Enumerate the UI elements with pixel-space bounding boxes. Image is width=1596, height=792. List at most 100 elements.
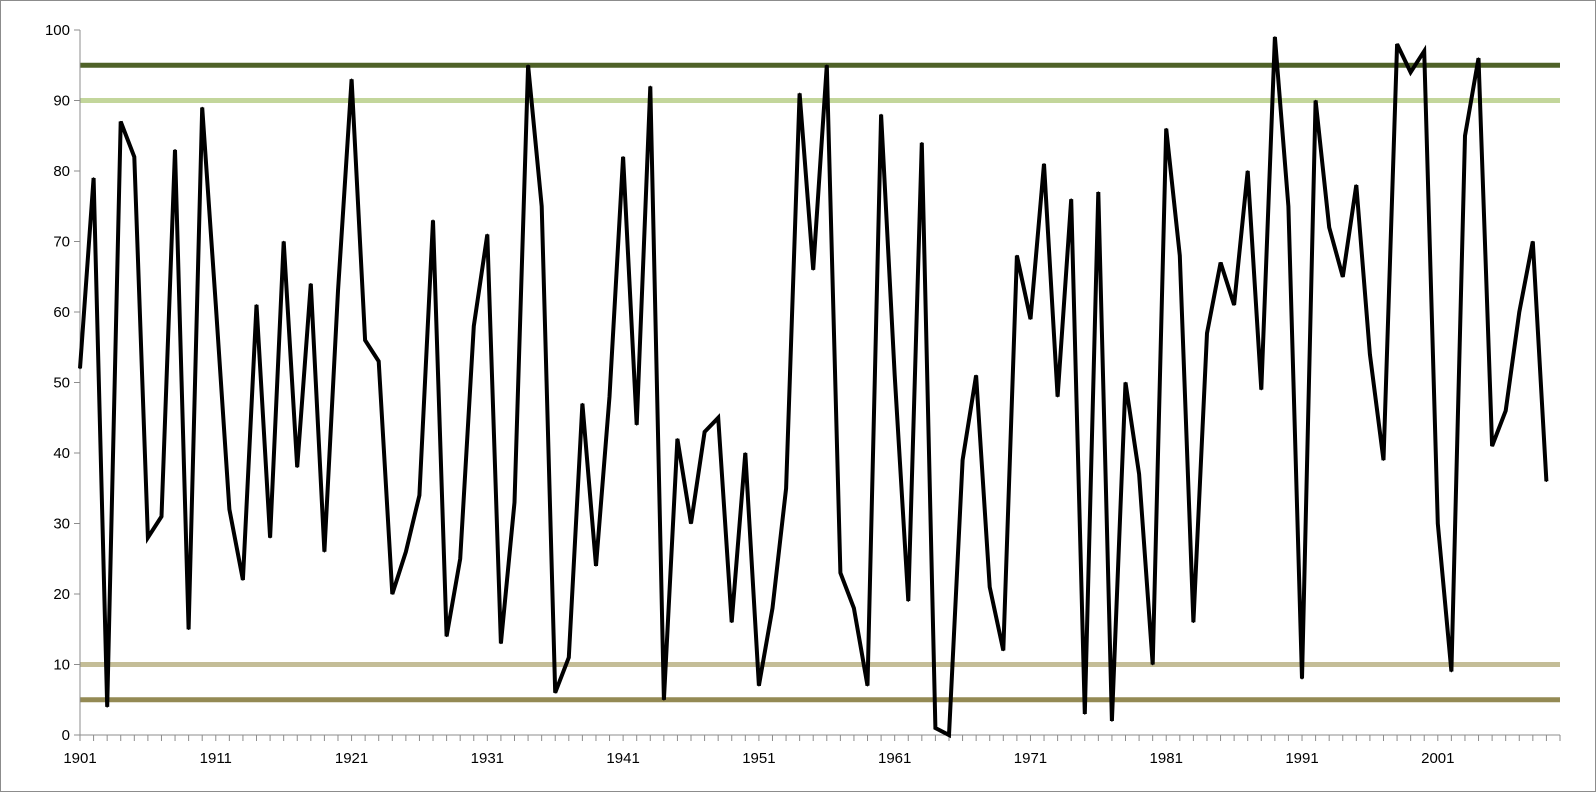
data-point — [1301, 677, 1303, 680]
data-point — [500, 642, 502, 645]
data-point — [79, 367, 81, 370]
data-point — [377, 360, 380, 363]
data-point — [1016, 254, 1018, 257]
data-point — [1477, 57, 1480, 59]
data-point — [798, 92, 801, 95]
data-point — [201, 106, 204, 109]
data-point — [472, 325, 475, 327]
data-point — [527, 64, 529, 67]
data-point — [1545, 480, 1548, 483]
data-point — [1274, 36, 1276, 38]
data-point — [703, 431, 706, 433]
data-point — [147, 536, 149, 539]
data-point — [961, 459, 964, 461]
y-tick-label: 30 — [53, 516, 70, 533]
data-point — [1314, 99, 1317, 102]
data-point — [405, 550, 407, 553]
data-point — [771, 607, 774, 609]
data-point — [1504, 409, 1507, 412]
data-point — [160, 515, 163, 518]
data-point — [174, 149, 176, 151]
data-point — [730, 621, 733, 623]
data-point — [893, 374, 896, 377]
data-point — [1369, 353, 1371, 356]
x-tick-label: 1931 — [471, 750, 504, 767]
x-tick-label: 1961 — [878, 750, 911, 767]
data-point — [934, 727, 937, 729]
data-point — [1233, 304, 1235, 306]
data-point — [310, 283, 312, 285]
data-point — [391, 593, 394, 595]
data-point — [242, 579, 244, 581]
data-point — [1423, 50, 1426, 52]
data-point — [1002, 649, 1005, 652]
data-point — [744, 452, 747, 454]
data-point — [364, 339, 366, 342]
data-point — [568, 656, 570, 659]
y-tick-label: 100 — [45, 22, 70, 39]
data-point — [554, 691, 557, 694]
x-tick-label: 1911 — [200, 750, 232, 767]
data-point — [988, 586, 991, 588]
y-tick-label: 10 — [53, 657, 70, 674]
data-point — [92, 177, 95, 179]
data-point — [649, 85, 652, 88]
x-tick-label: 1991 — [1285, 750, 1318, 767]
data-point — [921, 142, 923, 144]
data-point — [1070, 198, 1072, 200]
data-point — [839, 572, 842, 574]
data-point — [1219, 261, 1222, 264]
data-point — [296, 466, 299, 468]
data-point — [907, 600, 910, 602]
x-tick-label: 1921 — [335, 750, 368, 767]
data-point — [853, 607, 855, 609]
y-tick-label: 40 — [53, 445, 70, 462]
data-point — [1043, 163, 1045, 165]
data-point — [350, 78, 353, 81]
data-point — [1083, 713, 1086, 715]
data-point — [581, 402, 584, 405]
data-point — [1111, 720, 1113, 722]
data-point — [214, 304, 217, 306]
data-point — [1491, 445, 1493, 447]
data-point — [1029, 318, 1032, 320]
data-point — [486, 233, 489, 236]
data-point — [1097, 191, 1100, 193]
data-point — [635, 424, 638, 426]
x-tick-label: 1941 — [606, 750, 639, 767]
data-point — [622, 156, 624, 158]
y-tick-label: 60 — [53, 304, 70, 321]
x-tick-label: 1981 — [1150, 750, 1183, 767]
data-point — [663, 698, 665, 701]
data-point — [432, 219, 434, 222]
data-point — [1165, 127, 1168, 130]
data-point — [1056, 395, 1059, 398]
data-point — [1138, 473, 1140, 475]
y-tick-label: 0 — [62, 727, 70, 744]
data-point — [1246, 170, 1249, 172]
data-point — [717, 416, 719, 419]
data-point — [1192, 621, 1195, 623]
data-point — [323, 550, 326, 553]
data-point — [459, 557, 461, 560]
data-point — [1409, 71, 1412, 74]
data-point — [785, 487, 787, 490]
data-point — [119, 120, 122, 123]
data-point — [1179, 254, 1181, 257]
series-group — [78, 36, 1549, 739]
data-point — [825, 64, 828, 67]
data-point — [880, 113, 882, 116]
reference-lines — [80, 62, 1560, 703]
data-point — [445, 635, 448, 638]
y-tick-label: 80 — [53, 163, 70, 180]
data-point — [513, 501, 516, 504]
data-point — [1518, 311, 1521, 313]
data-point — [690, 522, 692, 525]
data-point — [418, 494, 421, 497]
data-point — [1436, 522, 1439, 525]
data-point — [187, 628, 190, 631]
data-point — [1151, 663, 1154, 666]
data-point — [1260, 388, 1263, 391]
y-tick-label: 70 — [53, 234, 70, 251]
